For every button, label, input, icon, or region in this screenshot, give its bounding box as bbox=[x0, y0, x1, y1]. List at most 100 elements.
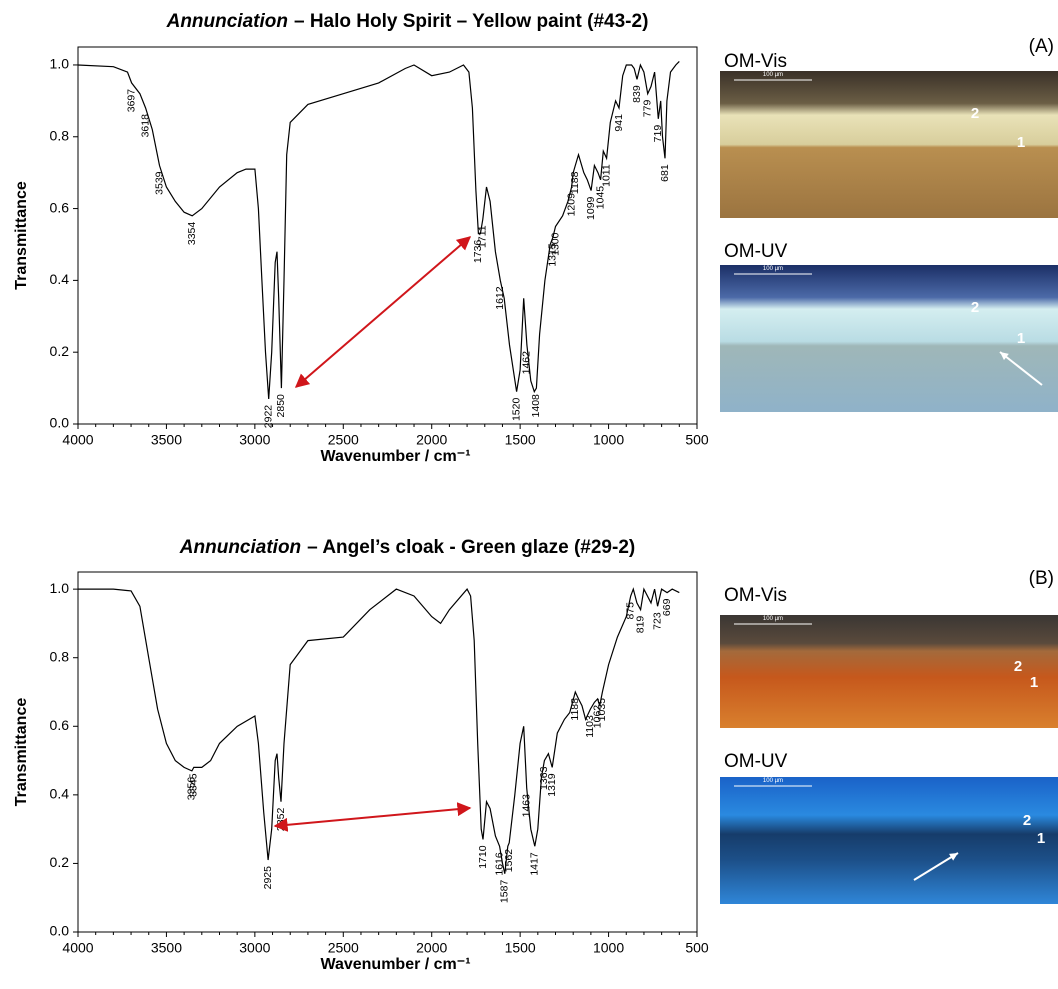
panel-label: (B) bbox=[1029, 568, 1054, 589]
peak-label: 2922 bbox=[262, 405, 274, 429]
x-axis-label: Wavenumber / cm⁻¹ bbox=[320, 448, 470, 465]
layer-label: 1 bbox=[1017, 134, 1025, 151]
x-tick-label: 1500 bbox=[505, 432, 536, 448]
y-tick-label: 0.6 bbox=[50, 199, 70, 215]
peak-label: 3354 bbox=[186, 222, 198, 246]
panel-label: (A) bbox=[1029, 36, 1054, 57]
peak-label: 1463 bbox=[520, 794, 532, 818]
peak-label: 1417 bbox=[529, 852, 541, 876]
peak-label: 681 bbox=[659, 164, 671, 182]
x-tick-label: 500 bbox=[685, 432, 709, 448]
peak-label: 779 bbox=[641, 100, 653, 118]
peak-label: 819 bbox=[634, 616, 646, 634]
peak-label: 719 bbox=[652, 125, 664, 143]
micrograph bbox=[720, 777, 1058, 904]
y-tick-label: 0.8 bbox=[50, 648, 70, 664]
peak-label: 1612 bbox=[494, 286, 506, 310]
image-title: OM-Vis bbox=[724, 585, 787, 606]
y-tick-label: 0.2 bbox=[50, 343, 70, 359]
x-tick-label: 3000 bbox=[239, 432, 270, 448]
title-rest: – Halo Holy Spirit – Yellow paint (#43-2… bbox=[294, 11, 648, 32]
x-axis-label: Wavenumber / cm⁻¹ bbox=[320, 956, 470, 973]
peak-label: 1011 bbox=[600, 164, 612, 187]
peak-label: 669 bbox=[661, 598, 673, 616]
peak-label: 1188 bbox=[569, 171, 581, 194]
x-tick-label: 1000 bbox=[593, 940, 624, 956]
peak-label: 1587 bbox=[499, 880, 511, 904]
chart-title: Annunciation – Halo Holy Spirit – Yellow … bbox=[166, 11, 649, 32]
arrow bbox=[275, 808, 470, 826]
micrograph bbox=[720, 265, 1058, 412]
peak-label: 941 bbox=[613, 114, 625, 132]
x-tick-label: 2000 bbox=[416, 432, 447, 448]
chart-title: Annunciation – Angel’s cloak - Green glaz… bbox=[179, 537, 635, 558]
y-tick-label: 0.0 bbox=[50, 415, 70, 431]
layer-label: 1 bbox=[1017, 330, 1025, 347]
chart: Annunciation – Halo Holy Spirit – Yellow … bbox=[13, 11, 709, 465]
charts: Annunciation – Halo Holy Spirit – Yellow … bbox=[13, 11, 709, 973]
x-tick-label: 3000 bbox=[239, 940, 270, 956]
y-tick-label: 0.6 bbox=[50, 717, 70, 733]
x-tick-label: 500 bbox=[685, 940, 709, 956]
peak-label: 1408 bbox=[530, 394, 542, 418]
peak-label: 2925 bbox=[262, 866, 274, 890]
peak-label: 1319 bbox=[546, 773, 558, 797]
micrograph bbox=[720, 71, 1058, 218]
layer-label: 2 bbox=[971, 299, 979, 316]
peak-label: 1209 bbox=[565, 193, 577, 217]
x-tick-label: 2500 bbox=[328, 432, 359, 448]
x-tick-label: 2500 bbox=[328, 940, 359, 956]
layer-label: 1 bbox=[1037, 830, 1045, 847]
layer-label: 2 bbox=[1014, 658, 1022, 675]
y-tick-label: 0.0 bbox=[50, 923, 70, 939]
figure: Annunciation – Halo Holy Spirit – Yellow … bbox=[0, 0, 1058, 984]
y-tick-label: 0.4 bbox=[50, 786, 70, 802]
peak-label: 3697 bbox=[125, 89, 137, 113]
y-tick-label: 1.0 bbox=[50, 580, 70, 596]
x-tick-label: 2000 bbox=[416, 940, 447, 956]
peak-label: 3618 bbox=[139, 114, 151, 138]
title-rest: – Angel’s cloak - Green glaze (#29-2) bbox=[307, 537, 635, 558]
peak-label: 2850 bbox=[275, 394, 287, 418]
y-axis-label: Transmittance bbox=[13, 181, 30, 290]
y-tick-label: 1.0 bbox=[50, 56, 70, 72]
peak-label: 1462 bbox=[521, 351, 533, 375]
peak-label: 1035 bbox=[596, 698, 608, 722]
peak-label: 1045 bbox=[594, 186, 606, 210]
title-emphasis: Annunciation bbox=[179, 537, 301, 558]
layer-label: 2 bbox=[1023, 812, 1031, 829]
image-title: OM-Vis bbox=[724, 51, 787, 72]
y-tick-label: 0.8 bbox=[50, 127, 70, 143]
x-tick-label: 3500 bbox=[151, 940, 182, 956]
peak-label: 1562 bbox=[503, 849, 515, 873]
arrow bbox=[296, 237, 470, 387]
y-tick-label: 0.4 bbox=[50, 271, 70, 287]
chart: Annunciation – Angel’s cloak - Green glaz… bbox=[13, 537, 709, 973]
plot-frame bbox=[78, 47, 697, 424]
y-tick-label: 0.2 bbox=[50, 854, 70, 870]
x-tick-label: 1500 bbox=[505, 940, 536, 956]
x-tick-label: 4000 bbox=[62, 432, 93, 448]
peak-label: 1300 bbox=[549, 232, 561, 256]
x-tick-label: 4000 bbox=[62, 940, 93, 956]
peak-label: 3539 bbox=[153, 171, 165, 195]
scale-label: 100 µm bbox=[763, 778, 783, 784]
image-title: OM-UV bbox=[724, 241, 788, 262]
peak-label: 3345 bbox=[188, 773, 200, 797]
peak-label: 1188 bbox=[569, 698, 581, 721]
x-tick-label: 3500 bbox=[151, 432, 182, 448]
peak-label: 2852 bbox=[275, 808, 287, 832]
x-tick-label: 1000 bbox=[593, 432, 624, 448]
peak-label: 1710 bbox=[477, 845, 489, 869]
layer-label: 2 bbox=[971, 105, 979, 122]
micrograph bbox=[720, 615, 1058, 728]
spectrum-line bbox=[78, 61, 679, 399]
peak-label: 1711 bbox=[477, 225, 489, 248]
scale-label: 100 µm bbox=[763, 266, 783, 272]
y-axis-label: Transmittance bbox=[13, 698, 30, 807]
layer-label: 1 bbox=[1030, 674, 1038, 691]
title-emphasis: Annunciation bbox=[166, 11, 288, 32]
scale-label: 100 µm bbox=[763, 72, 783, 78]
